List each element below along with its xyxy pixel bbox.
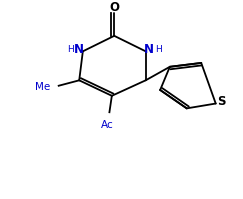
Text: H: H (156, 45, 162, 54)
Text: Ac: Ac (101, 120, 113, 130)
Text: Me: Me (35, 82, 51, 92)
Text: O: O (109, 1, 119, 14)
Text: N: N (144, 43, 154, 56)
Text: N: N (74, 43, 84, 56)
Text: S: S (217, 95, 226, 108)
Text: H: H (67, 45, 74, 54)
